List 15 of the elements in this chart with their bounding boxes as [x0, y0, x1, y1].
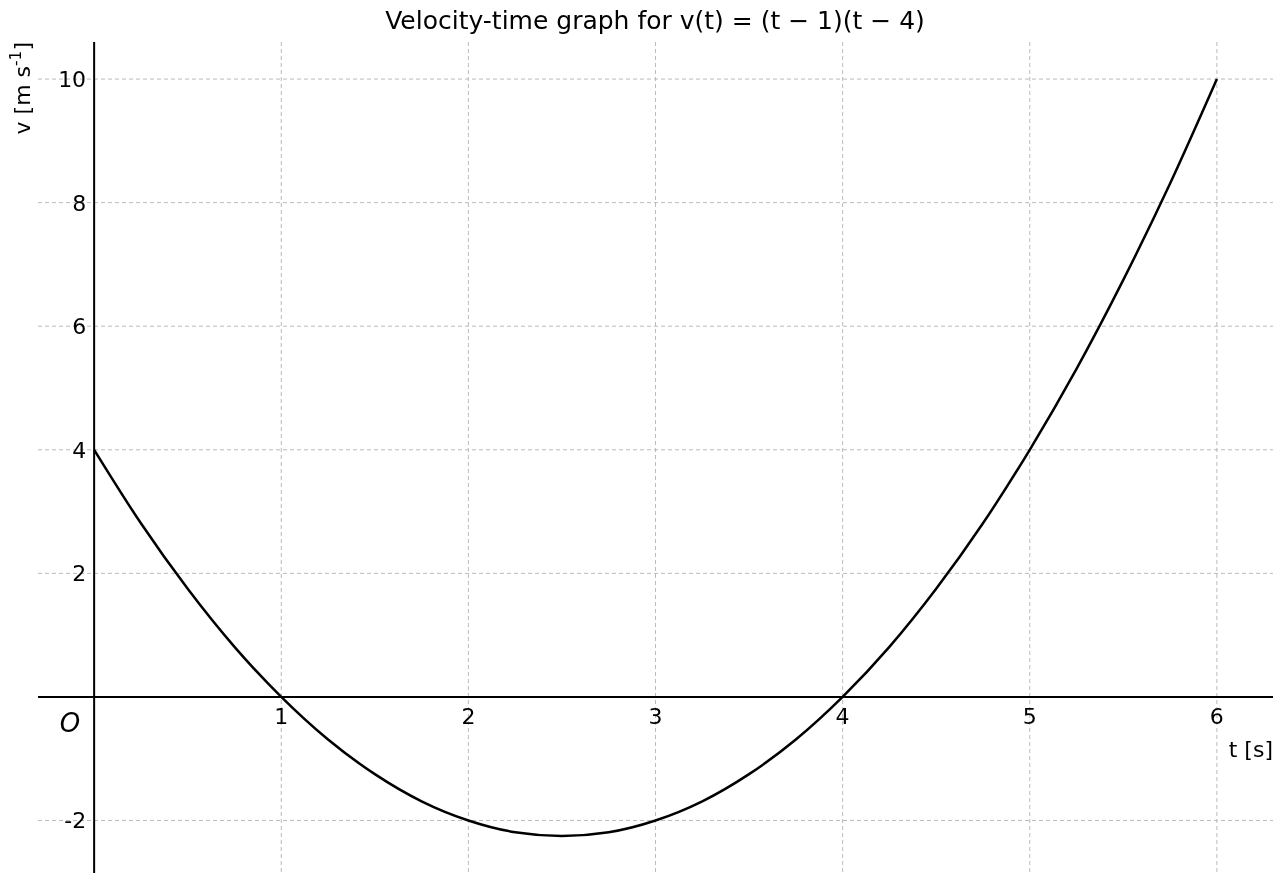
x-tick-label: 5 — [1022, 703, 1037, 729]
y-tick-label: -2 — [64, 808, 87, 834]
y-tick-label: 2 — [72, 561, 87, 587]
x-tick-label: 1 — [274, 703, 289, 729]
x-axis-title: t [s] — [1228, 736, 1273, 762]
x-tick-label: 6 — [1209, 703, 1224, 729]
y-tick-label: 8 — [72, 190, 87, 216]
x-tick-label: 4 — [835, 703, 850, 729]
y-tick-label: 6 — [72, 314, 87, 340]
y-tick-label: 4 — [72, 437, 87, 463]
x-tick-label: 2 — [461, 703, 476, 729]
x-tick-label: 3 — [648, 703, 663, 729]
y-tick-label: 10 — [58, 67, 87, 93]
chart-title: Velocity-time graph for v(t) = (t − 1)(t − 4) — [385, 6, 925, 35]
annotation: O — [59, 707, 81, 738]
